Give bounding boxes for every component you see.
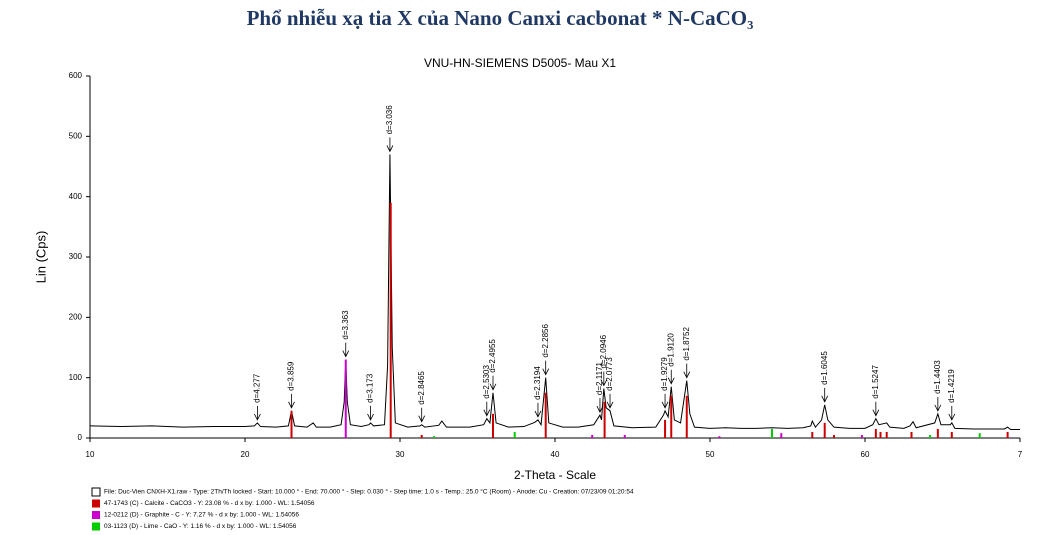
legend-label: File: Duc-Vien CNXH-X1.raw - Type: 2Th/T… [104, 488, 634, 496]
annotation-arrow [342, 342, 350, 358]
annotation-arrow [254, 405, 261, 421]
annotation-arrow [542, 360, 550, 376]
x-tick-label: 20 [241, 450, 250, 459]
annotation-label: d=1.5247 [871, 365, 880, 399]
annotation-arrow [661, 393, 669, 409]
annotation-arrow [418, 407, 426, 423]
annotation-arrow [821, 387, 829, 403]
x-tick-label: 7 [1018, 450, 1023, 459]
annotation-arrow [872, 401, 880, 417]
legend-swatch [92, 522, 100, 531]
chart-title: Phổ nhiễu xạ tia X của Nano Canxi cacbon… [247, 6, 754, 30]
x-tick-label: 50 [706, 450, 715, 459]
y-tick-label: 100 [69, 373, 83, 382]
x-tick-label: 40 [551, 450, 560, 459]
annotation-label: d=2.2856 [541, 324, 550, 358]
annotation-label: d=1.4403 [933, 360, 942, 394]
legend-swatch [91, 487, 101, 497]
annotation-label: d=3.173 [366, 373, 375, 403]
annotation-label: d=3.036 [385, 105, 394, 135]
legend-label: 12-0212 (D) - Graphite - C - Y: 7.27 % -… [104, 512, 299, 519]
y-axis-label: Lin (Cps) [33, 231, 48, 284]
annotation-label: d=3.363 [341, 310, 350, 340]
annotation-arrow [606, 393, 614, 409]
legend-swatch [92, 499, 100, 508]
annotation-label: d=2.1171 [595, 362, 604, 396]
annotation-label: d=2.4955 [488, 339, 497, 373]
annotation-arrow [367, 405, 374, 421]
legend-swatch [92, 511, 100, 519]
annotation-arrow [489, 375, 497, 391]
x-tick-label: 60 [861, 450, 870, 459]
annotation-arrow [600, 371, 608, 387]
annotation-label: d=1.9279 [660, 357, 669, 391]
annotation-label: d=2.0773 [605, 357, 614, 391]
annotation-arrow [288, 393, 295, 409]
x-tick-label: 10 [86, 450, 95, 459]
y-tick-label: 600 [69, 71, 83, 80]
y-tick-label: 400 [69, 192, 83, 201]
pattern-line [89, 154, 1020, 431]
annotation-arrow [948, 405, 956, 421]
annotation-arrow [667, 369, 675, 385]
annotation-label: d=4.277 [253, 373, 262, 403]
y-tick-label: 200 [69, 312, 83, 321]
y-tick-label: 0 [78, 433, 83, 442]
x-tick-label: 30 [396, 450, 405, 459]
annotation-label: d=2.0946 [599, 334, 608, 368]
x-axis-label: 2-Theta - Scale [514, 468, 596, 482]
chart-subtitle: VNU-HN-SIEMENS D5005- Mau X1 [424, 56, 616, 70]
annotation-arrow [596, 398, 604, 413]
annotation-label: d=3.859 [287, 361, 296, 391]
annotation-label: d=1.4219 [947, 369, 956, 403]
legend-label: 03-1123 (D) - Lime - CaO - Y: 1.16 % - d… [104, 523, 297, 530]
annotation-arrow [683, 363, 691, 379]
y-tick-label: 500 [69, 131, 83, 140]
y-tick-label: 300 [69, 252, 83, 261]
annotation-arrow [386, 137, 394, 153]
annotation-label: d=1.8752 [682, 327, 691, 361]
annotation-label: d=1.9120 [666, 333, 675, 367]
annotation-label: d=2.8465 [417, 371, 426, 405]
annotation-label: d=2.3194 [533, 366, 542, 400]
annotation-arrow [534, 402, 542, 418]
annotation-label: d=1.6045 [820, 351, 829, 385]
annotation-arrow [483, 401, 491, 417]
annotation-arrow [934, 396, 942, 412]
legend-label: 47-1743 (C) - Calcite - CaCO3 - Y: 23.08… [104, 500, 315, 507]
annotation-label: d=2.5303 [482, 365, 491, 399]
